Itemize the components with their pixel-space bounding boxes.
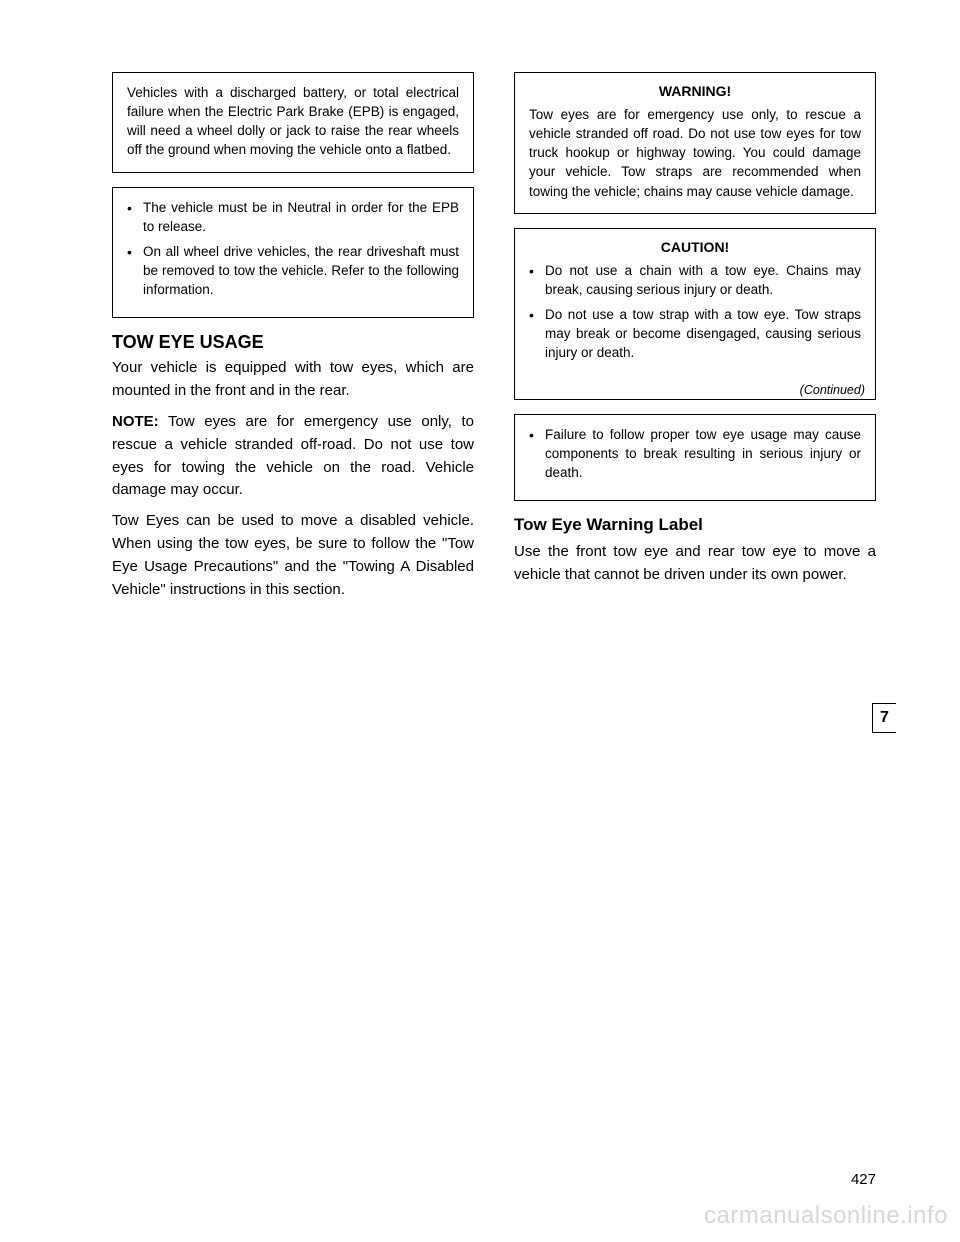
caution-bullet-1: • Do not use a chain with a tow eye. Cha…: [529, 261, 861, 299]
left-column: Vehicles with a discharged battery, or t…: [112, 72, 474, 609]
right-column: WARNING! Tow eyes are for emergency use …: [514, 72, 876, 609]
subsection-heading-label: Tow Eye Warning Label: [514, 515, 876, 535]
note-bullet-1: • The vehicle must be in Neutral in orde…: [127, 198, 459, 236]
tow-eye-note: NOTE: Tow eyes are for emergency use onl…: [112, 411, 474, 502]
warning-intro: Tow eyes are for emergency use only, to …: [529, 105, 861, 201]
note-body: Tow eyes are for emergency use only, to …: [112, 413, 474, 498]
tow-eye-intro: Your vehicle is equipped with tow eyes, …: [112, 357, 474, 403]
watermark: carmanualsonline.info: [704, 1202, 948, 1230]
warning-title: WARNING!: [529, 83, 861, 99]
page-number: 427: [851, 1171, 876, 1188]
caution-title: CAUTION!: [529, 239, 861, 255]
tow-eye-warning-body: Use the front tow eye and rear tow eye t…: [514, 541, 876, 587]
continued-label: (Continued): [515, 381, 875, 399]
warning-box: WARNING! Tow eyes are for emergency use …: [514, 72, 876, 214]
tow-eye-body2: Tow Eyes can be used to move a disabled …: [112, 510, 474, 601]
caution-box-continued: Vehicles with a discharged battery, or t…: [112, 72, 474, 173]
note-label: NOTE:: [112, 413, 159, 430]
caution-continued-text: Vehicles with a discharged battery, or t…: [127, 83, 459, 160]
caution-box-continued-right: • Failure to follow proper tow eye usage…: [514, 414, 876, 501]
caution-box: CAUTION! • Do not use a chain with a tow…: [514, 228, 876, 400]
note-bullet-2: • On all wheel drive vehicles, the rear …: [127, 242, 459, 299]
caution-bullet-2: • Do not use a tow strap with a tow eye.…: [529, 305, 861, 362]
note-box-left: • The vehicle must be in Neutral in orde…: [112, 187, 474, 319]
page-section-tab: 7: [872, 703, 896, 733]
caution-bullet-3: • Failure to follow proper tow eye usage…: [529, 425, 861, 482]
section-heading-tow-eye: TOW EYE USAGE: [112, 332, 474, 353]
